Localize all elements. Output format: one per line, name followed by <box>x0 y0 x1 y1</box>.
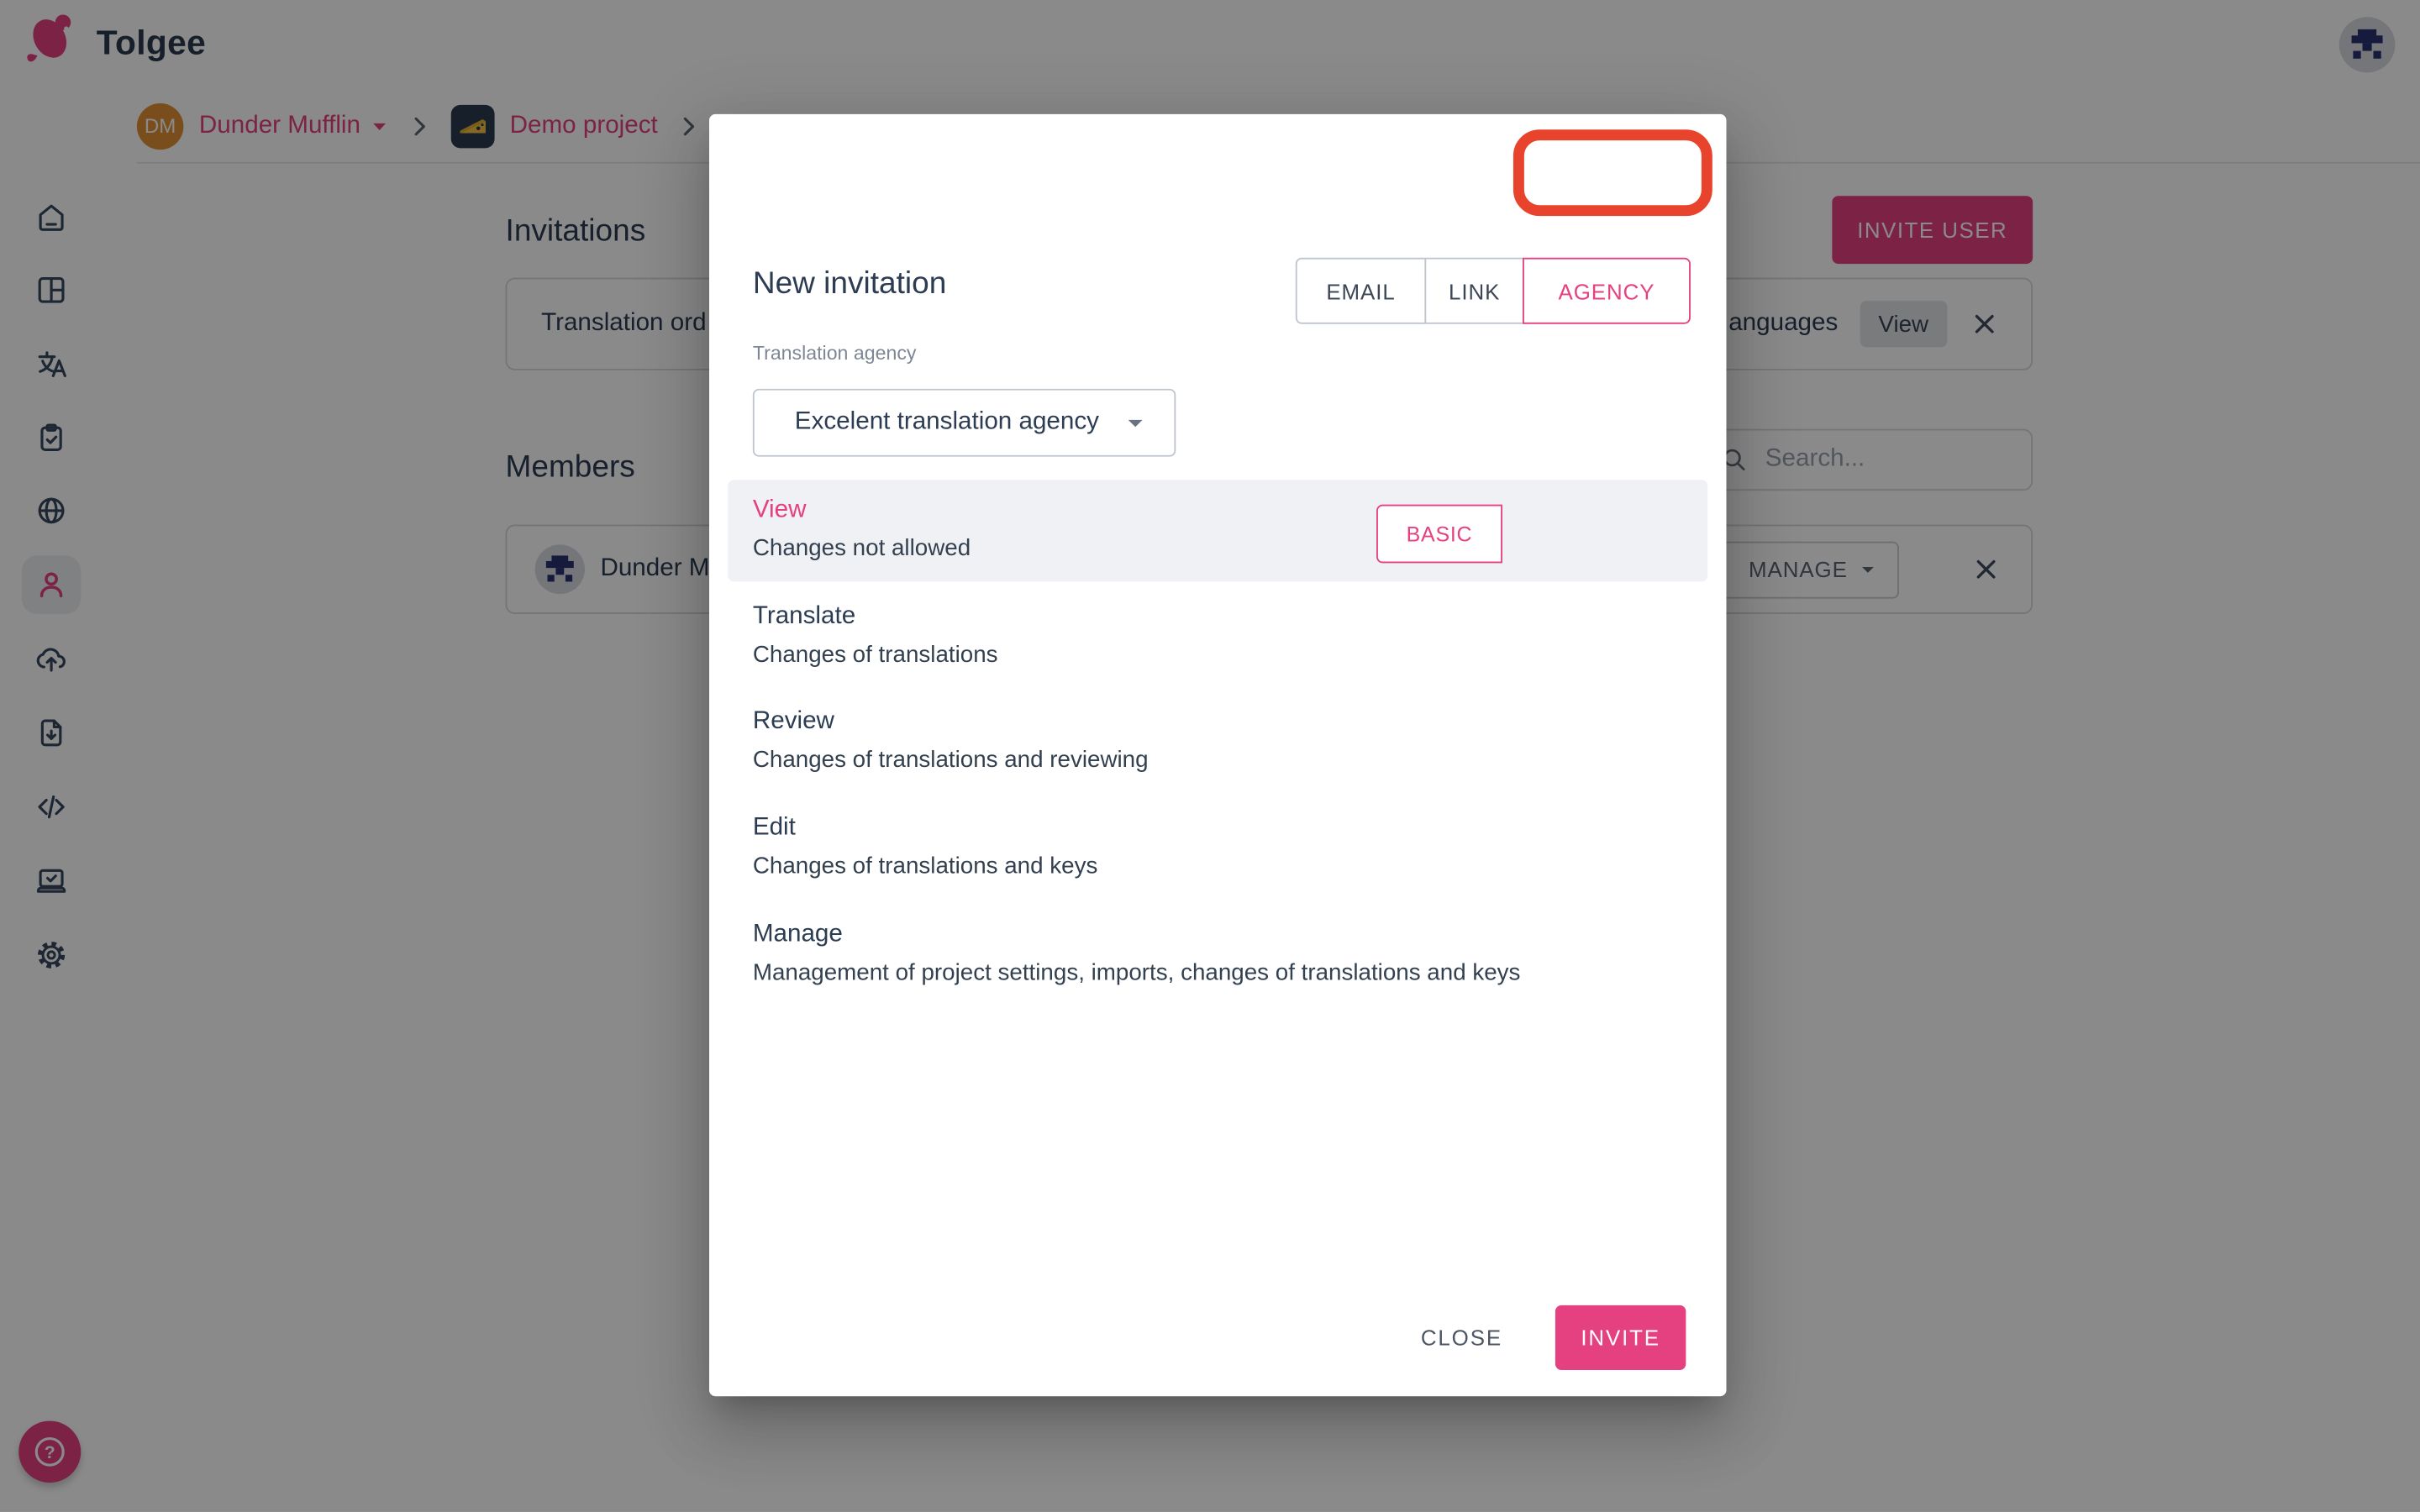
tolgee-mouse-logo-icon <box>25 11 78 74</box>
cloud-upload-icon <box>36 648 66 672</box>
translate-icon <box>38 351 66 377</box>
member-name: Dunder Mu <box>600 555 723 582</box>
invite-user-button[interactable]: INVITE USER <box>1832 196 2033 265</box>
agency-select-value: Excelent translation agency <box>794 408 1099 435</box>
sidebar-item-settings[interactable] <box>22 926 81 984</box>
invite-button[interactable]: INVITE <box>1555 1305 1686 1370</box>
gear-icon <box>37 941 66 969</box>
person-icon <box>39 572 63 598</box>
laptop-check-icon <box>36 869 66 893</box>
new-invitation-dialog: New invitation EMAIL LINK AGENCY Transla… <box>709 113 1727 1397</box>
org-avatar[interactable]: DM <box>136 102 184 150</box>
user-avatar[interactable] <box>2338 17 2396 73</box>
dashboard-icon <box>38 276 65 303</box>
tab-agency[interactable]: AGENCY <box>1523 257 1691 324</box>
invitation-row-text-right: anguages <box>1728 310 1839 337</box>
breadcrumb: DM Dunder Mufflin Demo project <box>136 90 704 162</box>
code-icon <box>38 795 65 819</box>
help-icon: ? <box>34 1436 65 1467</box>
sidebar-item-tasks[interactable] <box>22 409 81 468</box>
sidebar-item-developer[interactable] <box>22 778 81 837</box>
sidebar-item-home[interactable] <box>22 188 81 247</box>
arrow-drop-down-icon <box>1861 566 1874 573</box>
project-cheese-icon <box>450 103 495 148</box>
members-title: Members <box>505 450 635 485</box>
sidebar-item-members[interactable] <box>21 555 82 615</box>
agency-field-label: Translation agency <box>752 342 917 365</box>
home-icon <box>39 204 64 231</box>
sidebar-item-export[interactable] <box>22 704 81 763</box>
agency-select[interactable]: Excelent translation agency <box>752 388 1176 457</box>
manage-role-button[interactable]: MANAGE <box>1722 540 1899 598</box>
tab-basic[interactable]: BASIC <box>1376 504 1502 564</box>
sidebar-item-translations[interactable] <box>22 335 81 394</box>
file-download-icon <box>40 719 62 747</box>
members-search[interactable] <box>1698 428 2033 491</box>
invitation-type-tabs: EMAIL LINK AGENCY <box>1295 257 1691 324</box>
permission-option-manage[interactable]: Manage Management of project settings, i… <box>752 921 1521 986</box>
tab-email[interactable]: EMAIL <box>1295 257 1427 324</box>
invitations-title: Invitations <box>505 214 646 249</box>
member-avatar <box>534 544 585 595</box>
dialog-title: New invitation <box>752 266 947 302</box>
sidebar-item-languages[interactable] <box>22 481 81 540</box>
permission-option-view[interactable]: View Changes not allowed <box>728 480 1708 582</box>
dialog-actions: CLOSE INVITE <box>709 1305 1726 1370</box>
top-app-bar: Tolgee <box>0 0 2420 90</box>
sidebar-item-import[interactable] <box>22 629 81 688</box>
sidebar-item-dashboard[interactable] <box>22 260 81 319</box>
sidebar <box>0 89 103 1512</box>
close-button[interactable]: CLOSE <box>1405 1313 1518 1362</box>
chevron-down-icon <box>372 123 386 130</box>
clipboard-check-icon <box>40 423 62 451</box>
arrow-drop-down-icon <box>1128 419 1143 428</box>
globe-icon <box>38 497 65 524</box>
breadcrumb-separator-icon <box>404 110 435 141</box>
close-icon <box>1975 314 1994 333</box>
sidebar-item-integrate[interactable] <box>22 852 81 911</box>
permission-option-edit[interactable]: Edit Changes of translations and keys <box>752 814 1098 879</box>
svg-text:?: ? <box>45 1443 55 1462</box>
cancel-invitation-button[interactable] <box>1969 308 2000 339</box>
brand-name: Tolgee <box>96 22 207 61</box>
close-icon <box>1976 559 1996 579</box>
breadcrumb-project[interactable]: Demo project <box>509 112 658 139</box>
permission-option-review[interactable]: Review Changes of translations and revie… <box>752 708 1149 774</box>
search-input[interactable] <box>1762 444 2016 475</box>
breadcrumb-separator-icon <box>673 110 704 141</box>
brand[interactable]: Tolgee <box>25 11 207 74</box>
tab-link[interactable]: LINK <box>1424 257 1524 324</box>
permission-option-translate[interactable]: Translate Changes of translations <box>752 603 998 669</box>
remove-member-button[interactable] <box>1970 554 2002 585</box>
breadcrumb-org[interactable]: Dunder Mufflin <box>199 112 388 139</box>
invitation-row-text-left: Translation ord <box>541 310 707 337</box>
help-button[interactable]: ? <box>18 1420 82 1483</box>
permission-chip[interactable]: View <box>1860 301 1948 348</box>
